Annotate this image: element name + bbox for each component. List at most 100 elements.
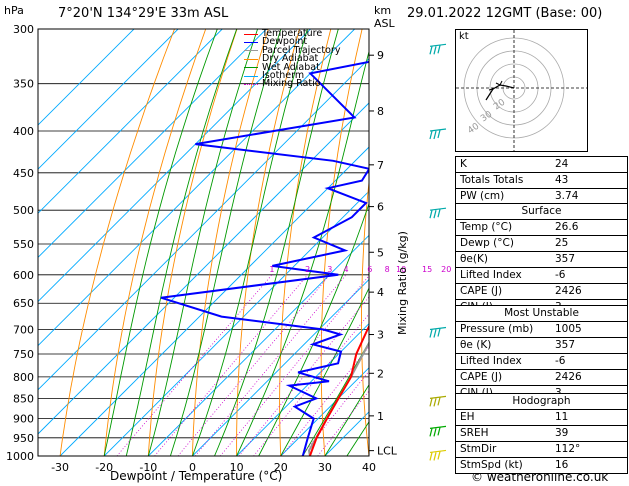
row-key: Pressure (mb) <box>460 323 534 335</box>
isotherm--40 <box>38 102 369 435</box>
table-row: θe(K) 357 <box>456 251 627 267</box>
wind-barb <box>429 449 447 461</box>
mixing-ratio-label-1: 1 <box>269 265 274 274</box>
table-row: CAPE (J) 2426 <box>456 283 627 299</box>
legend-item: Mixing Ratio <box>244 78 340 90</box>
pressure-tick-650: 650 <box>13 297 34 310</box>
wind-barb <box>429 43 447 55</box>
legend-swatch <box>244 50 258 52</box>
row-value: 25 <box>555 237 569 249</box>
isotherm-20 <box>280 367 369 456</box>
wind-barb <box>429 128 447 140</box>
pressure-tick-750: 750 <box>13 348 34 361</box>
hodograph-plot <box>456 30 587 151</box>
legend-item: Dry Adiabat <box>244 54 340 64</box>
legend-label: Dewpoint <box>262 36 308 48</box>
pressure-tick-350: 350 <box>13 78 34 91</box>
table-row: CAPE (J) 2426 <box>456 369 627 385</box>
legend-label: Isotherm <box>262 69 305 81</box>
asl-label: ASL <box>374 17 395 30</box>
mixing-ratio-line-4 <box>194 274 347 456</box>
wind-barb <box>429 326 447 338</box>
pressure-tick-1000: 1000 <box>6 450 34 463</box>
height-tick-9: 9 <box>377 49 384 62</box>
hpa-label: hPa <box>4 4 24 17</box>
legend-label: Mixing Ratio <box>262 78 321 90</box>
dry-adiabat <box>279 29 332 456</box>
row-key: StmDir <box>460 443 497 455</box>
temp-tick-40: 40 <box>362 461 376 474</box>
isotherm--100 <box>38 29 179 170</box>
height-tick-3: 3 <box>377 329 384 342</box>
temp-tick-20: 20 <box>274 461 288 474</box>
wet-adiabat <box>169 29 282 456</box>
pressure-tick-400: 400 <box>13 125 34 138</box>
plot-frame <box>37 28 370 457</box>
legend-swatch <box>244 84 258 86</box>
table-title: Most Unstable <box>504 307 579 319</box>
isotherm--50 <box>38 58 369 391</box>
table-row: PW (cm) 3.74 <box>456 188 627 204</box>
wet-adiabat <box>324 384 369 456</box>
isotherm-0 <box>192 278 369 456</box>
surface-table: Surface Temp (°C) 26.6 Dewp (°C) 25 θe(K) 357 L… <box>455 203 628 316</box>
legend-label: Parcel Trajectory <box>262 44 341 56</box>
mixing-ratio-label-4: 4 <box>343 265 348 274</box>
row-value: 1005 <box>555 323 582 335</box>
wet-adiabat <box>302 341 369 456</box>
height-tick-2: 2 <box>377 367 384 380</box>
table-row: EH 11 <box>456 409 627 425</box>
legend-label: Temperature <box>262 28 323 39</box>
row-value: 2426 <box>555 371 582 383</box>
row-value: 24 <box>555 158 569 170</box>
legend-item: Parcel Trajectory <box>244 44 341 56</box>
table-title: Surface <box>521 205 562 217</box>
table-row: Temp (°C) 26.6 <box>456 219 627 235</box>
height-tick-LCL: LCL <box>377 445 398 458</box>
height-tick-1: 1 <box>377 410 384 423</box>
pressure-tick-800: 800 <box>13 371 34 384</box>
pressure-tick-600: 600 <box>13 269 34 282</box>
row-key: CAPE (J) <box>460 285 503 297</box>
table-row: SREH 39 <box>456 425 627 441</box>
row-value: 357 <box>555 253 576 265</box>
wet-adiabat <box>103 29 218 456</box>
row-key: CAPE (J) <box>460 371 503 383</box>
mixing-ratio-line-6 <box>219 275 369 456</box>
row-key: θe (K) <box>460 339 492 351</box>
row-value: 357 <box>555 339 576 351</box>
pressure-tick-300: 300 <box>13 23 34 36</box>
pressure-tick-900: 900 <box>13 413 34 426</box>
height-tick-7: 7 <box>377 159 384 172</box>
isotherm--80 <box>38 29 267 259</box>
pressure-tick-500: 500 <box>13 204 34 217</box>
height-tick-5: 5 <box>377 246 384 259</box>
row-key: Dewp (°C) <box>460 237 514 249</box>
pressure-tick-850: 850 <box>13 392 34 405</box>
mixing-ratio-label-3: 3 <box>327 265 332 274</box>
temp-tick--30: -30 <box>51 461 69 474</box>
legend-swatch <box>244 75 258 77</box>
temperature-profile <box>308 324 369 456</box>
mixing-ratio-axis-label: Mixing Ratio (g/kg) <box>396 231 409 335</box>
legend-item: Temperature <box>244 28 340 39</box>
wet-adiabat <box>258 202 369 456</box>
row-key: SREH <box>460 427 489 439</box>
temp-tick-30: 30 <box>318 461 332 474</box>
row-value: 39 <box>555 427 569 439</box>
table-row: Dewp (°C) 25 <box>456 235 627 251</box>
isotherm--10 <box>148 234 369 456</box>
legend-item: Dewpoint <box>244 36 340 48</box>
most-unstable-table: Most Unstable Pressure (mb) 1005 θe (K) 357 L… <box>455 305 628 402</box>
row-value: -6 <box>555 269 566 281</box>
isotherm--20 <box>103 190 369 456</box>
row-key: Totals Totals <box>460 174 524 186</box>
temp-tick-0: 0 <box>189 461 196 474</box>
row-key: Temp (°C) <box>460 221 513 233</box>
table-row: Lifted Index -6 <box>456 267 627 283</box>
mixing-ratio-label-8: 8 <box>385 265 390 274</box>
row-key: StmSpd (kt) <box>460 459 523 471</box>
row-key: K <box>460 158 467 170</box>
temp-tick--10: -10 <box>139 461 157 474</box>
